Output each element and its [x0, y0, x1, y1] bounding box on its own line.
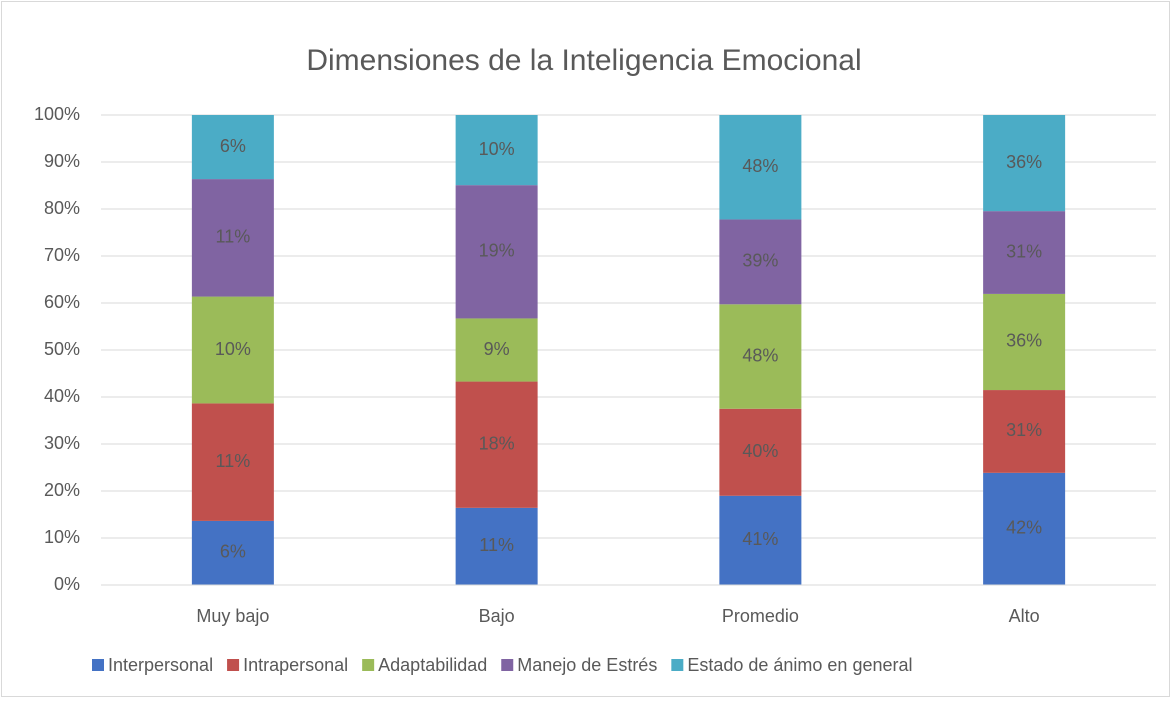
data-label: 40%: [742, 441, 778, 461]
x-tick-label: Muy bajo: [196, 606, 269, 626]
data-label: 18%: [479, 433, 515, 453]
bar-segment: [719, 219, 802, 305]
bar-segment: [191, 520, 274, 585]
legend-label: Manejo de Estrés: [517, 655, 657, 675]
data-label: 10%: [479, 139, 515, 159]
data-label: 19%: [479, 241, 515, 261]
data-label: 36%: [1006, 331, 1042, 351]
y-tick-label: 100%: [34, 104, 80, 124]
y-tick-label: 10%: [44, 527, 80, 547]
data-label: 11%: [216, 227, 251, 247]
legend-label: Intrapersonal: [243, 655, 348, 675]
bar-segment: [455, 507, 538, 585]
data-label: 10%: [215, 339, 251, 359]
bar-segment: [191, 115, 274, 180]
data-label: 36%: [1006, 152, 1042, 172]
bar-segment: [455, 185, 538, 319]
data-label: 48%: [742, 345, 778, 365]
data-label: 11%: [216, 451, 251, 471]
y-tick-label: 30%: [44, 433, 80, 453]
bar-segment: [455, 115, 538, 186]
bar-segment: [455, 318, 538, 382]
bar-segment: [455, 381, 538, 508]
data-label: 9%: [484, 339, 510, 359]
bar-segment: [191, 403, 274, 521]
y-tick-label: 80%: [44, 198, 80, 218]
bar-segment: [719, 115, 802, 220]
bar-segment: [719, 408, 802, 496]
y-tick-label: 60%: [44, 292, 80, 312]
bar-segment: [719, 304, 802, 409]
bar-segment: [191, 296, 274, 404]
data-label: 48%: [742, 156, 778, 176]
x-tick-label: Bajo: [479, 606, 515, 626]
y-tick-label: 90%: [44, 151, 80, 171]
legend-label: Estado de ánimo en general: [687, 655, 912, 675]
data-label: 6%: [220, 136, 246, 156]
y-tick-label: 40%: [44, 386, 80, 406]
legend-swatch: [92, 659, 104, 671]
y-tick-label: 50%: [44, 339, 80, 359]
y-tick-label: 0%: [54, 574, 80, 594]
bar-segment: [983, 211, 1066, 294]
legend-swatch: [362, 659, 375, 671]
data-label: 11%: [479, 535, 514, 555]
legend-label: Interpersonal: [108, 655, 213, 675]
data-label: 6%: [220, 542, 246, 562]
x-tick-label: Alto: [1009, 606, 1040, 626]
bar-segment: [191, 179, 274, 297]
legend-swatch: [501, 659, 514, 671]
y-tick-label: 20%: [44, 480, 80, 500]
bar-segment: [983, 293, 1066, 391]
data-label: 41%: [742, 529, 778, 549]
x-tick-label: Promedio: [722, 606, 799, 626]
bar-segment: [983, 390, 1066, 473]
bar-segment: [719, 495, 802, 585]
bar-segment: [983, 115, 1066, 212]
data-label: 42%: [1006, 518, 1042, 538]
data-label: 31%: [1006, 420, 1042, 440]
chart-title: Dimensiones de la Inteligencia Emocional: [306, 44, 861, 77]
y-tick-label: 70%: [44, 245, 80, 265]
legend-swatch: [227, 659, 240, 671]
legend-swatch: [671, 659, 684, 671]
data-label: 31%: [1006, 241, 1042, 261]
bar-segment: [983, 472, 1066, 585]
data-label: 39%: [742, 251, 778, 271]
legend-label: Adaptabilidad: [378, 655, 487, 675]
